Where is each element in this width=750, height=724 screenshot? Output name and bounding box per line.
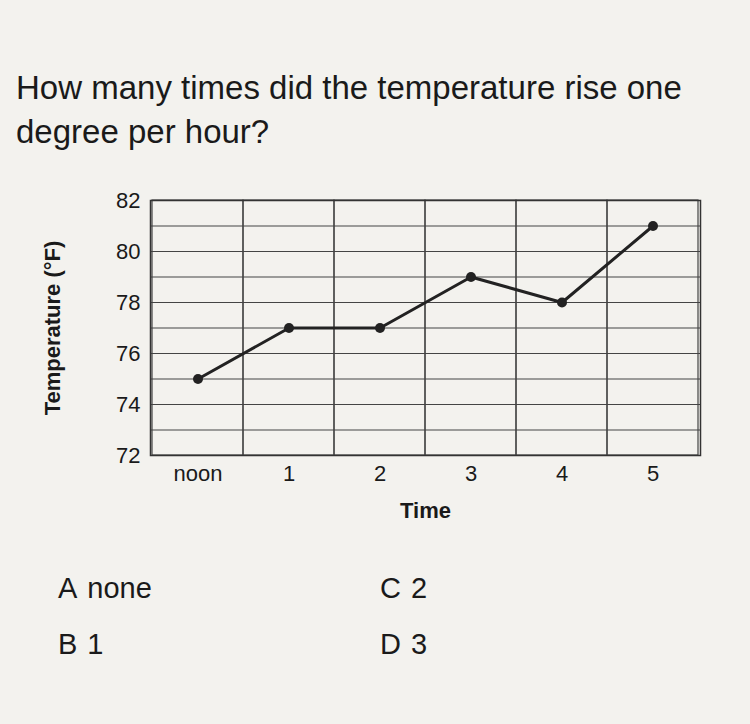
html-text:How many times did the tempera: How many times did the temperature rise … xyxy=(16,69,682,150)
svg-text:Time: Time xyxy=(400,498,451,523)
svg-text:5: 5 xyxy=(647,461,659,486)
svg-text:82: 82 xyxy=(116,188,140,213)
svg-text:78: 78 xyxy=(116,290,140,315)
svg-text:74: 74 xyxy=(116,392,140,417)
svg-text:1: 1 xyxy=(283,461,295,486)
svg-text:4: 4 xyxy=(556,461,568,486)
html-text:A none: A none xyxy=(58,572,152,604)
svg-text:3: 3 xyxy=(465,461,477,486)
svg-text:80: 80 xyxy=(116,239,140,264)
html-text:B 1: B 1 xyxy=(58,628,104,660)
html-text:C 2: C 2 xyxy=(380,572,428,604)
svg-text:72: 72 xyxy=(116,443,140,468)
svg-text:Temperature (°F): Temperature (°F) xyxy=(40,241,65,416)
svg-text:noon: noon xyxy=(174,461,223,486)
html-text:D 3: D 3 xyxy=(380,628,428,660)
svg-text:2: 2 xyxy=(374,461,386,486)
svg-text:76: 76 xyxy=(116,341,140,366)
